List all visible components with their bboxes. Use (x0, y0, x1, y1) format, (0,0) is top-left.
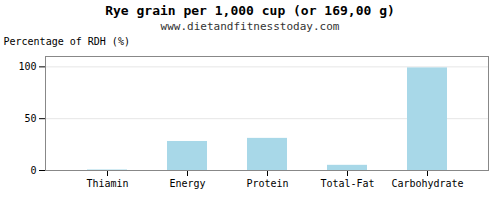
svg-text:Percentage of RDH (%): Percentage of RDH (%) (4, 36, 130, 47)
svg-text:Total-Fat: Total-Fat (320, 178, 374, 189)
svg-text:100: 100 (18, 61, 36, 72)
svg-text:Energy: Energy (169, 178, 205, 189)
svg-text:50: 50 (24, 113, 36, 124)
svg-text:0: 0 (30, 165, 36, 176)
svg-text:Protein: Protein (246, 178, 288, 189)
html-text:Rye grain per 1,000 cup (or 16: Rye grain per 1,000 cup (or 169,00 g) (105, 3, 395, 18)
svg-text:Carbohydrate: Carbohydrate (391, 178, 463, 189)
html-text:www.dietandfitnesstoday.com: www.dietandfitnesstoday.com (160, 20, 340, 33)
svg-text:Thiamin: Thiamin (86, 178, 128, 189)
